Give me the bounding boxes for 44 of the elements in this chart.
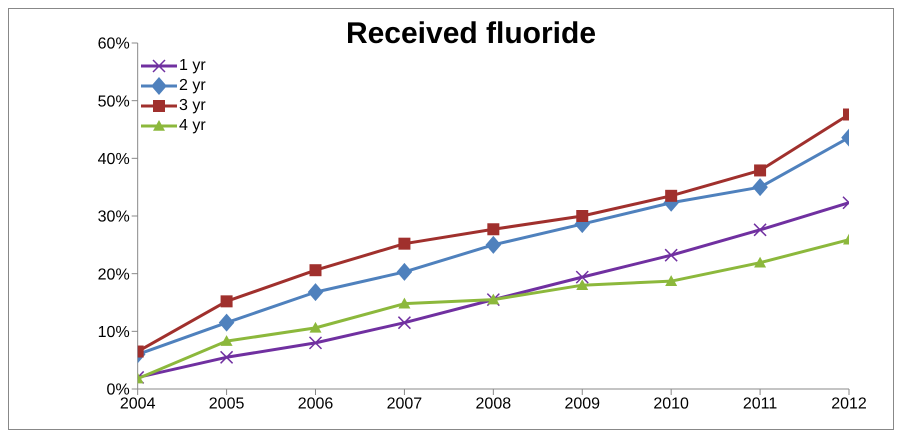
- point: [665, 275, 678, 286]
- x-tick-label: 2005: [208, 395, 244, 412]
- point: [310, 264, 322, 276]
- x-tick-label: 2010: [653, 395, 690, 412]
- chart-title: Received fluoride: [346, 17, 596, 50]
- point: [487, 223, 500, 236]
- point: [754, 164, 766, 176]
- legend-label: 1 yr: [179, 57, 206, 75]
- point: [308, 283, 324, 302]
- point: [576, 270, 589, 284]
- y-tick-label: 10%: [98, 324, 130, 342]
- point: [308, 336, 322, 350]
- point: [665, 190, 678, 202]
- legend-label: 2 yr: [179, 77, 206, 95]
- point: [398, 238, 410, 250]
- point: [754, 256, 766, 268]
- x-tick-label: 2004: [120, 395, 156, 412]
- point: [576, 279, 588, 290]
- point: [310, 322, 322, 333]
- point: [396, 262, 412, 281]
- point: [576, 210, 588, 222]
- point: [220, 335, 233, 346]
- legend-label: 3 yr: [179, 97, 206, 115]
- point: [220, 350, 234, 364]
- y-tick-label: 20%: [98, 266, 130, 284]
- point: [398, 316, 412, 330]
- point: [752, 178, 768, 196]
- point: [486, 236, 502, 254]
- x-tick-label: 2009: [564, 395, 600, 412]
- point: [218, 314, 234, 332]
- x-tick-label: 2007: [386, 395, 422, 412]
- y-tick-label: 60%: [98, 36, 130, 53]
- point: [398, 298, 410, 308]
- point: [220, 295, 233, 308]
- y-tick-label: 50%: [98, 93, 130, 110]
- point: [664, 248, 678, 262]
- y-tick-label: 30%: [98, 208, 130, 226]
- legend-label: 4 yr: [179, 117, 206, 135]
- y-tick-label: 40%: [98, 151, 130, 168]
- x-tick-label: 2012: [831, 395, 867, 412]
- point: [753, 223, 767, 237]
- x-tick-label: 2006: [298, 395, 334, 412]
- x-tick-label: 2008: [476, 395, 512, 412]
- x-tick-label: 2011: [742, 395, 778, 412]
